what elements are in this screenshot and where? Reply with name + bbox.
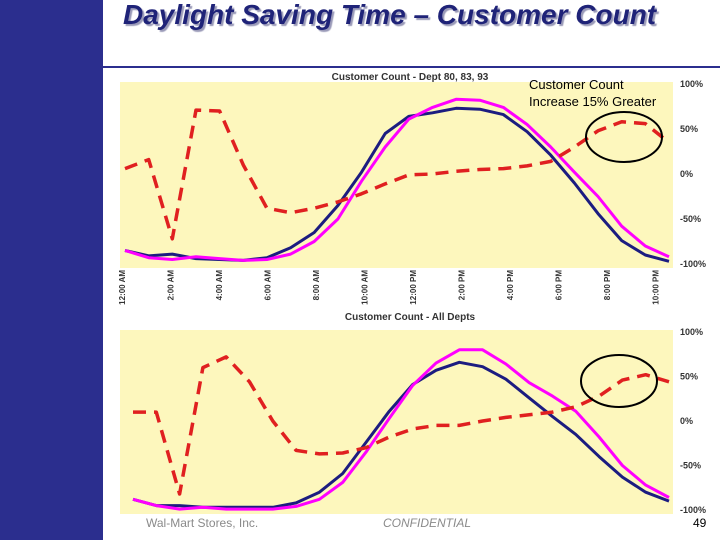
- y-tick-label: -50%: [680, 461, 701, 471]
- top-chart-plot-area: [120, 82, 673, 268]
- bottom-chart-plot-area: [120, 330, 673, 514]
- x-tick-label: 4:00 PM: [506, 270, 515, 301]
- y-tick-label: 100%: [680, 79, 703, 89]
- y-tick-label: -50%: [680, 214, 701, 224]
- top-chart-title: Customer Count - Dept 80, 83, 93: [332, 72, 489, 83]
- y-tick-label: 50%: [680, 372, 698, 382]
- comparison-series: [124, 97, 670, 262]
- annotation-line-1: Customer Count: [529, 77, 624, 92]
- x-tick-label: 12:00 PM: [409, 270, 418, 305]
- y-tick-label: 0%: [680, 169, 693, 179]
- top-chart: Customer Count - Dept 80, 83, 93 100% 50%…: [118, 72, 706, 305]
- x-tick-label: 8:00 PM: [603, 270, 612, 301]
- bottom-chart-title: Customer Count - All Depts: [345, 312, 476, 323]
- y-tick-label: -100%: [680, 505, 706, 515]
- bottom-chart: Customer Count - All Depts 100% 50% 0% -50%…: [120, 312, 706, 515]
- x-tick-label: 6:00 PM: [555, 270, 564, 301]
- x-tick-label: 4:00 AM: [215, 270, 224, 301]
- y-tick-label: 50%: [680, 124, 698, 134]
- title-underline: [103, 66, 720, 68]
- y-tick-label: 0%: [680, 416, 693, 426]
- sidebar-band: [0, 0, 103, 540]
- annotation-text: Customer Count Increase 15% Greater: [529, 76, 656, 110]
- dst-change-series: [133, 355, 670, 496]
- highlight-circle: [585, 111, 663, 163]
- x-tick-label: 12:00 AM: [118, 270, 127, 305]
- x-tick-label: 10:00 PM: [652, 270, 661, 305]
- x-tick-label: 10:00 AM: [361, 270, 370, 305]
- slide-title: Daylight Saving Time – Customer Count: [123, 0, 657, 30]
- highlight-circle: [580, 354, 658, 408]
- footer-company: Wal-Mart Stores, Inc.: [146, 516, 259, 530]
- y-tick-label: -100%: [680, 259, 706, 269]
- x-tick-label: 2:00 PM: [458, 270, 467, 301]
- footer-confidential: CONFIDENTIAL: [383, 516, 472, 530]
- comparison-series: [132, 348, 670, 511]
- x-tick-label: 2:00 AM: [167, 270, 176, 301]
- x-tick-label: 8:00 AM: [312, 270, 321, 301]
- dst-change-series: [124, 108, 671, 241]
- page-number: 49: [693, 516, 707, 530]
- annotation-line-2: Increase 15% Greater: [529, 94, 657, 109]
- x-tick-label: 6:00 AM: [264, 270, 273, 301]
- y-tick-label: 100%: [680, 327, 703, 337]
